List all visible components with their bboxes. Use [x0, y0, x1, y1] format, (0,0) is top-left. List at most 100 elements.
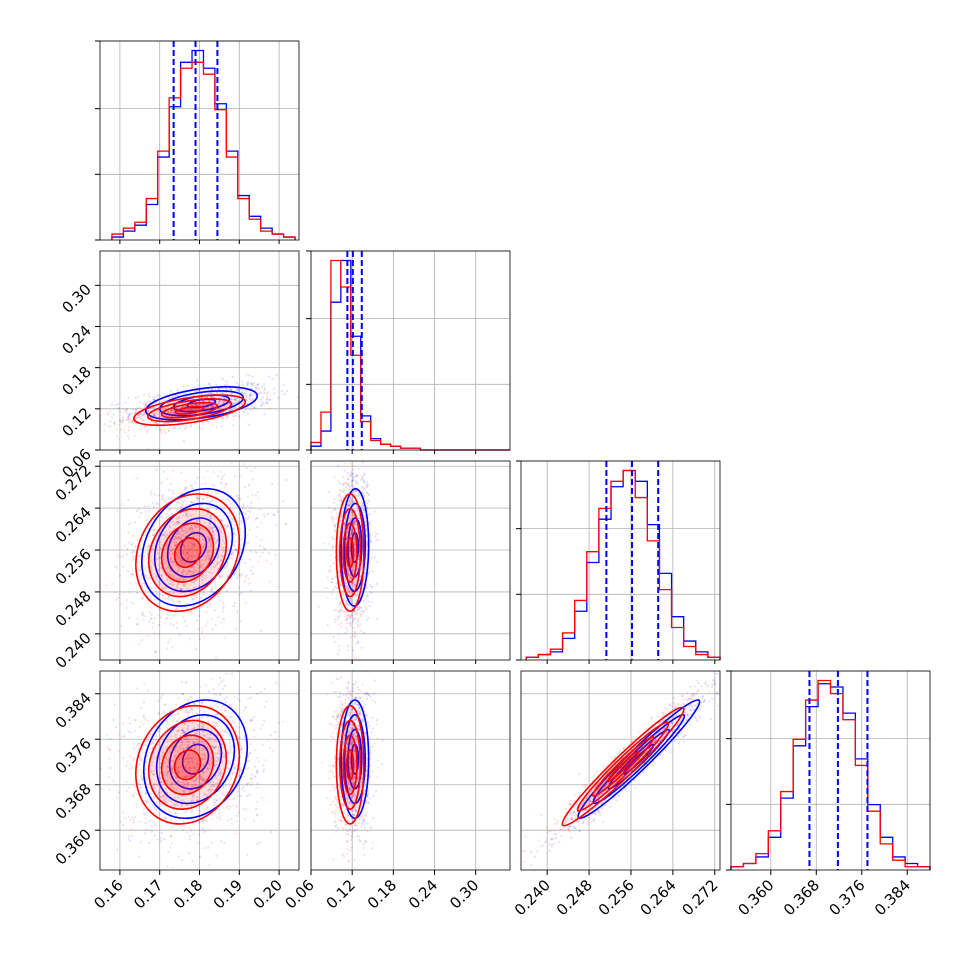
- scatter-point: [222, 401, 225, 404]
- scatter-point: [340, 499, 343, 502]
- scatter-point: [365, 607, 368, 610]
- scatter-point: [215, 756, 218, 759]
- scatter-point: [347, 614, 350, 617]
- scatter-point: [353, 521, 356, 525]
- scatter-point: [350, 500, 353, 503]
- scatter-point: [239, 575, 242, 578]
- scatter-point: [222, 400, 226, 403]
- scatter-point: [333, 530, 337, 533]
- scatter-point: [254, 776, 257, 779]
- scatter-point: [354, 656, 357, 659]
- scatter-point: [169, 583, 173, 586]
- scatter-point: [258, 555, 262, 558]
- scatter-point: [159, 515, 163, 519]
- scatter-point: [191, 543, 194, 546]
- scatter-point: [249, 589, 253, 592]
- scatter-point: [145, 519, 148, 522]
- scatter-point: [346, 477, 350, 481]
- scatter-point: [222, 546, 225, 549]
- scatter-point: [251, 393, 254, 396]
- scatter-point: [109, 425, 112, 428]
- scatter-point: [173, 412, 176, 415]
- scatter-point: [179, 587, 182, 590]
- contour-line-b: [160, 522, 215, 583]
- scatter-point: [252, 406, 255, 409]
- scatter-point: [345, 482, 348, 485]
- scatter-point: [162, 748, 165, 751]
- scatter-point: [238, 475, 241, 478]
- scatter-point: [220, 543, 223, 546]
- scatter-point: [212, 404, 215, 407]
- scatter-point: [202, 779, 205, 782]
- scatter-point: [137, 782, 140, 785]
- scatter-point: [229, 388, 233, 391]
- scatter-point: [181, 729, 184, 732]
- scatter-point: [263, 706, 266, 709]
- scatter-point: [234, 765, 237, 768]
- scatter-point: [370, 601, 374, 604]
- scatter-point: [158, 602, 161, 606]
- scatter-point: [152, 413, 156, 416]
- scatter-point: [266, 395, 269, 398]
- scatter-point: [147, 577, 151, 580]
- scatter-point: [147, 527, 150, 530]
- scatter-point: [188, 852, 191, 855]
- scatter-point: [188, 549, 191, 553]
- scatter-point: [344, 611, 347, 614]
- scatter-point: [223, 473, 226, 476]
- scatter-point: [201, 630, 204, 634]
- scatter-point: [198, 829, 201, 832]
- scatter-point: [250, 718, 253, 721]
- scatter-point: [190, 756, 193, 760]
- scatter-point: [250, 383, 253, 386]
- scatter-point: [229, 398, 233, 401]
- scatter-point: [127, 415, 130, 418]
- scatter-point: [174, 523, 177, 526]
- scatter-point: [137, 574, 140, 577]
- scatter-point: [211, 628, 214, 631]
- scatter-point: [192, 544, 195, 547]
- scatter-point: [173, 412, 176, 415]
- scatter-point: [255, 814, 259, 817]
- scatter-point: [181, 529, 184, 532]
- scatter-point: [265, 399, 268, 402]
- scatter-point: [175, 501, 179, 504]
- histogram-series-a: [730, 683, 931, 870]
- scatter-point: [211, 744, 215, 748]
- scatter-point: [356, 612, 359, 615]
- scatter-point: [141, 413, 144, 417]
- scatter-point: [206, 546, 210, 549]
- scatter-point: [186, 408, 189, 411]
- scatter-point: [198, 496, 201, 499]
- scatter-point: [348, 575, 351, 578]
- scatter-point: [254, 394, 257, 397]
- scatter-point: [216, 756, 219, 759]
- scatter-point: [172, 560, 175, 564]
- scatter-point: [132, 555, 135, 559]
- scatter-point: [198, 774, 201, 777]
- scatter-point: [176, 750, 179, 753]
- scatter-point: [96, 582, 98, 584]
- scatter-point: [248, 394, 252, 397]
- scatter-point: [226, 561, 229, 564]
- scatter-point: [210, 588, 214, 591]
- scatter-point: [191, 581, 195, 584]
- scatter-point: [267, 391, 270, 394]
- scatter-point: [206, 470, 209, 473]
- scatter-point: [249, 395, 252, 398]
- scatter-point: [159, 561, 162, 565]
- scatter-point: [208, 539, 211, 542]
- scatter-point: [223, 586, 226, 589]
- scatter-point: [178, 599, 181, 603]
- scatter-point: [115, 428, 119, 431]
- scatter-point: [217, 705, 220, 709]
- scatter-point: [185, 514, 189, 517]
- scatter-point: [334, 523, 337, 526]
- scatter-point: [156, 568, 160, 572]
- scatter-point: [352, 585, 355, 588]
- scatter-point: [177, 583, 180, 586]
- scatter-point: [163, 534, 166, 537]
- scatter-point: [218, 768, 221, 771]
- scatter-point: [208, 421, 211, 424]
- scatter-point: [185, 526, 188, 529]
